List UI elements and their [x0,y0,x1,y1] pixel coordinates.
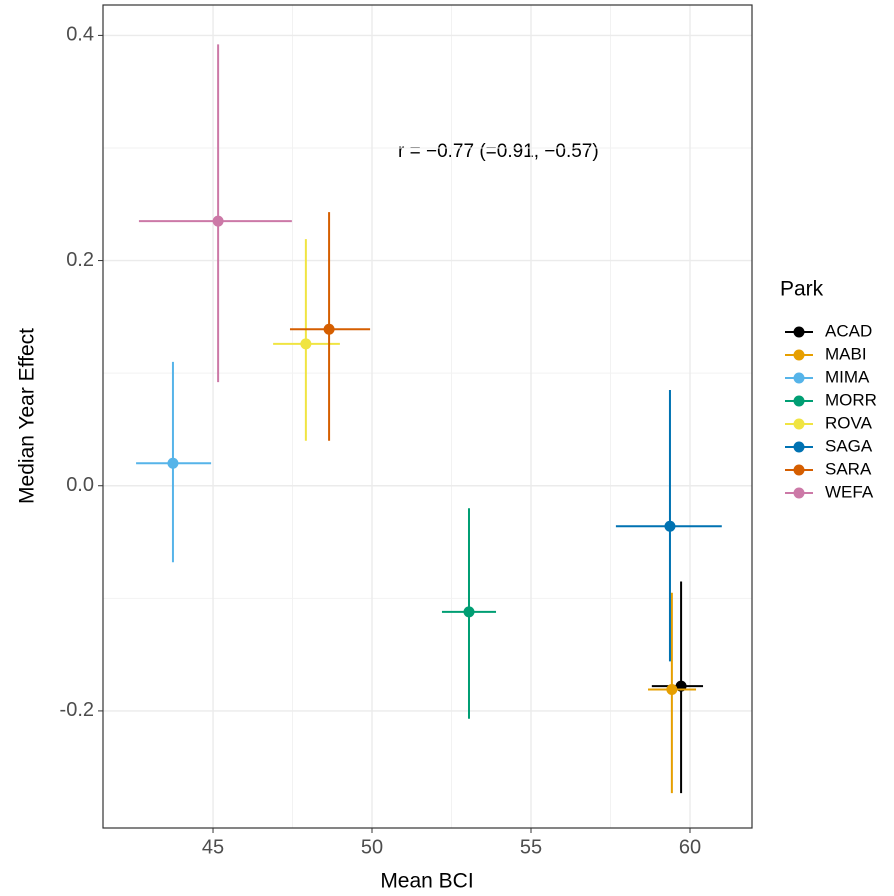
legend-label: ROVA [825,413,873,432]
plot-border [102,4,753,829]
annotation: r = −0.77 (=0.91, −0.57) [398,141,599,162]
point [300,338,312,350]
y-tick-label: 0.4 [66,24,94,46]
legend-key-point [793,326,805,338]
legend-label: SARA [825,459,872,478]
point [666,684,678,696]
x-tick-label: 60 [679,836,701,858]
legend-key-point [793,349,805,361]
legend-label: SAGA [825,436,873,455]
x-tick-label: 50 [361,836,383,858]
y-tick-label: 0.2 [66,249,94,271]
legend-key-point [793,418,805,430]
legend-label: MABI [825,344,867,363]
legend-title: Park [780,278,824,301]
y-tick-label: 0.0 [66,474,94,496]
x-axis-title: Mean BCI [380,870,473,893]
legend-label: ACAD [825,321,872,340]
legend-key-point [793,464,805,476]
legend-label: MIMA [825,367,870,386]
legend-label: MORR [825,390,877,409]
legend-label: WEFA [825,482,874,501]
point [463,606,475,618]
point [167,457,179,469]
x-tick-label: 45 [202,836,224,858]
x-tick-label: 55 [520,836,542,858]
legend-key-point [793,487,805,499]
legend-key-point [793,372,805,384]
point [323,323,335,335]
point [664,520,676,532]
legend-key-point [793,395,805,407]
legend-key-point [793,441,805,453]
grid [103,5,752,828]
y-tick-label: -0.2 [60,699,94,721]
point [212,215,224,227]
y-axis-title: Median Year Effect [16,328,39,504]
